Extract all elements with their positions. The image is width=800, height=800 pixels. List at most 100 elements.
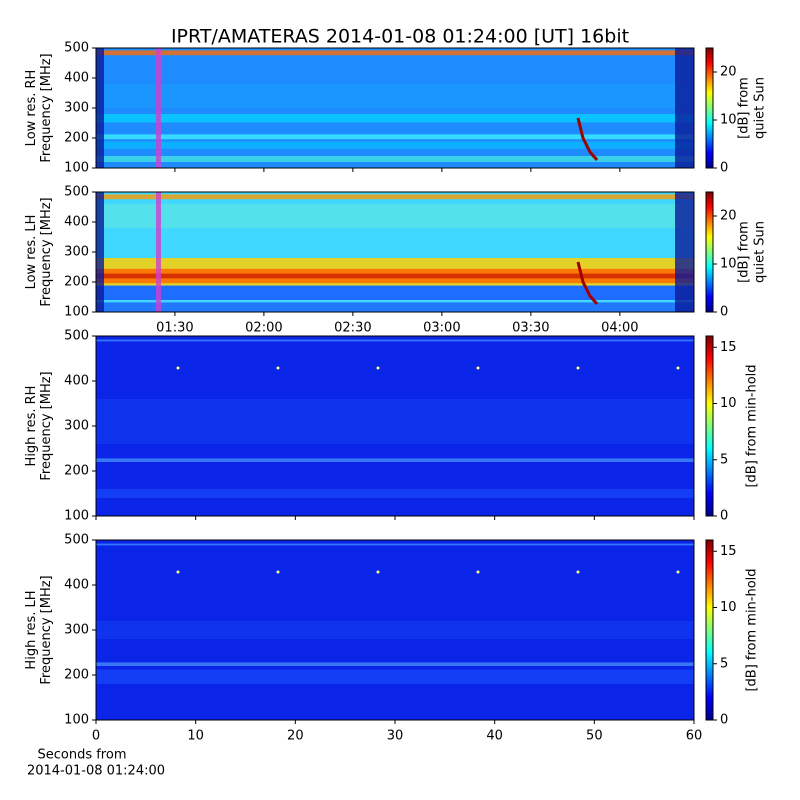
y-axis-label: Frequency [MHz]: [39, 53, 54, 162]
y-tick-label: 500: [64, 185, 89, 200]
spot: [276, 570, 280, 574]
colorbar-tick-label: 10: [720, 257, 737, 272]
spectrogram-texture: [96, 204, 694, 228]
x-tick-label: 04:00: [601, 321, 638, 336]
y-axis-label: High res. RH: [24, 386, 39, 467]
x-axis-label: Seconds from: [37, 748, 126, 763]
colorbar-label: quiet Sun: [753, 221, 768, 283]
x-tick-label: 40: [486, 729, 503, 744]
spectrogram-texture: [96, 134, 694, 140]
burst: [576, 261, 599, 305]
colorbar: [705, 47, 714, 169]
spot: [476, 570, 480, 574]
x-tick-label: 03:00: [423, 321, 460, 336]
colorbar-label: [dB] from min-hold: [745, 568, 760, 691]
colorbar-tick-label: 5: [720, 656, 728, 671]
spectrogram-texture: [96, 114, 694, 123]
edge-dark: [96, 48, 104, 168]
spectrogram-texture: [96, 489, 694, 498]
y-tick-label: 500: [64, 41, 89, 56]
y-tick-label: 300: [64, 623, 89, 638]
colorbar-tick-label: 0: [720, 713, 728, 728]
edge-dark: [675, 48, 694, 168]
y-tick-label: 200: [64, 275, 89, 290]
spectrogram-texture: [96, 543, 694, 546]
colorbar-tick-label: 10: [720, 600, 737, 615]
y-axis-label: Frequency [MHz]: [39, 371, 54, 480]
spectrogram-texture: [96, 399, 694, 444]
spectrogram-texture: [96, 339, 694, 342]
y-axis-label: Frequency [MHz]: [39, 575, 54, 684]
x-tick-label: 0: [92, 729, 100, 744]
spectrogram-texture: [96, 84, 694, 108]
y-tick-label: 400: [64, 374, 89, 389]
y-tick-label: 400: [64, 215, 89, 230]
spot: [376, 366, 380, 370]
y-tick-label: 400: [64, 71, 89, 86]
x-tick-label: 60: [686, 729, 703, 744]
y-tick-label: 300: [64, 101, 89, 116]
colorbar-tick-label: 0: [720, 161, 728, 176]
panel: 100 200 300 400 500 High res. RH Frequency [MH…: [24, 329, 760, 524]
colorbar-tick-label: 10: [720, 396, 737, 411]
colorbar-tick-label: 10: [720, 113, 737, 128]
spot: [276, 366, 280, 370]
y-axis-label: Frequency [MHz]: [39, 197, 54, 306]
spectrogram-texture: [96, 621, 694, 639]
colorbar: [705, 191, 714, 313]
spectrogram-texture: [96, 458, 694, 462]
spectrogram-texture: [96, 285, 694, 300]
y-tick-label: 500: [64, 533, 89, 548]
spectrogram-texture: [96, 662, 694, 666]
colorbar-label: [dB] from min-hold: [745, 364, 760, 487]
spot: [676, 366, 680, 370]
y-tick-label: 300: [64, 245, 89, 260]
edge-dark: [96, 192, 104, 312]
spot: [176, 366, 180, 370]
burst: [576, 117, 599, 161]
colorbar: [705, 335, 714, 517]
spot: [576, 366, 580, 370]
spot: [676, 570, 680, 574]
y-tick-label: 100: [64, 305, 89, 320]
x-tick-label: 01:30: [156, 321, 193, 336]
colorbar-tick-label: 20: [720, 65, 737, 80]
x-tick-label: 10: [187, 729, 204, 744]
y-tick-label: 100: [64, 161, 89, 176]
spot: [176, 570, 180, 574]
marker-stripe: [156, 48, 161, 168]
y-tick-label: 400: [64, 578, 89, 593]
x-tick-label: 30: [387, 729, 404, 744]
x-tick-label: 02:00: [245, 321, 282, 336]
x-tick-label: 02:30: [334, 321, 371, 336]
marker-stripe: [156, 192, 161, 312]
spectrogram-texture: [96, 273, 694, 279]
y-tick-label: 500: [64, 329, 89, 344]
spectrogram-texture: [96, 50, 694, 56]
spectrogram-texture: [96, 156, 694, 162]
spot: [576, 570, 580, 574]
spectrogram-texture: [96, 141, 694, 149]
y-tick-label: 100: [64, 509, 89, 524]
colorbar-label: quiet Sun: [753, 77, 768, 139]
colorbar-tick-label: 20: [720, 209, 737, 224]
y-tick-label: 300: [64, 419, 89, 434]
x-axis-label: 2014-01-08 01:24:00: [27, 764, 165, 779]
y-tick-label: 200: [64, 668, 89, 683]
edge-dark: [675, 192, 694, 312]
x-tick-label: 03:30: [512, 321, 549, 336]
colorbar-tick-label: 15: [720, 340, 737, 355]
spot: [376, 570, 380, 574]
x-tick-label: 20: [287, 729, 304, 744]
colorbar-tick-label: 5: [720, 452, 728, 467]
y-tick-label: 100: [64, 713, 89, 728]
y-axis-label: Low res. RH: [24, 70, 39, 147]
x-tick-label: 50: [586, 729, 603, 744]
colorbar-label: [dB] from: [737, 77, 752, 139]
colorbar-label: [dB] from: [737, 221, 752, 283]
colorbar-tick-label: 0: [720, 305, 728, 320]
y-tick-label: 200: [64, 464, 89, 479]
